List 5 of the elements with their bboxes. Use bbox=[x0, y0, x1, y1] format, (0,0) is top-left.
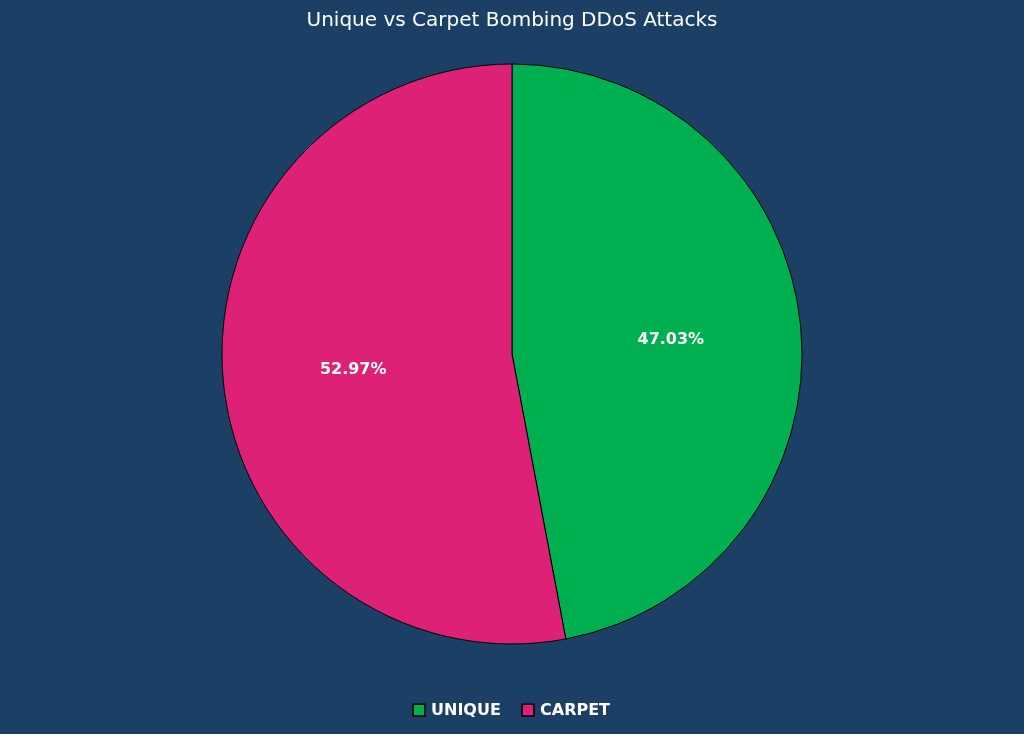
data-label: 47.03% bbox=[637, 329, 705, 349]
legend-label: CARPET bbox=[540, 700, 611, 720]
legend-label: UNIQUE bbox=[431, 700, 501, 720]
chart-title: Unique vs Carpet Bombing DDoS Attacks bbox=[306, 7, 718, 31]
data-label: 52.97% bbox=[319, 358, 387, 378]
